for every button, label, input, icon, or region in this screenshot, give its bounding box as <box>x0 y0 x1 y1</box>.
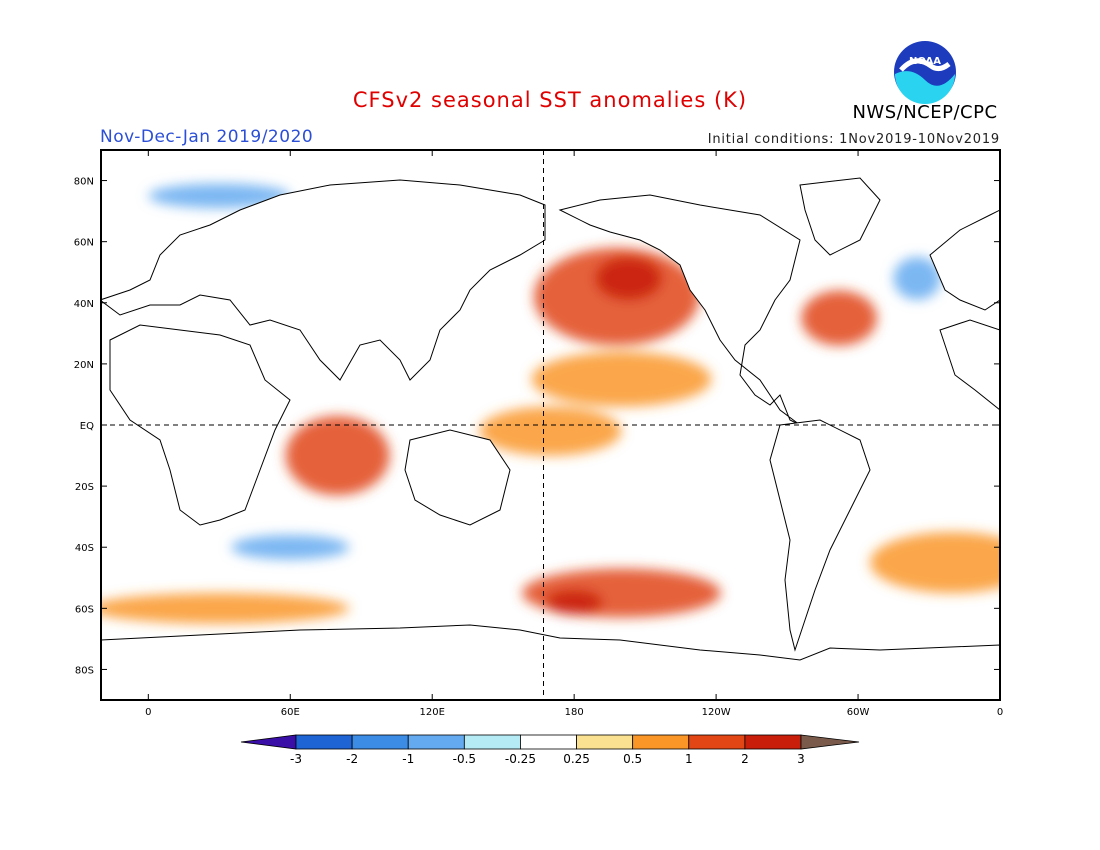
anomaly-southern-indian-cool <box>231 535 350 560</box>
noaa-logo-icon: NOAA <box>894 41 956 104</box>
colorbar-label: -2 <box>346 752 358 766</box>
colorbar-segment <box>463 734 521 750</box>
continents <box>101 177 1000 700</box>
colorbar-label: 0.5 <box>623 752 642 766</box>
lat-tick-label: 60N <box>74 238 94 249</box>
anomaly-southwest-pacific-warm <box>522 568 721 618</box>
colorbar-label: 2 <box>741 752 749 766</box>
lat-tick-label: 60S <box>75 604 94 615</box>
greenland-outline <box>799 177 881 256</box>
colorbar-segment <box>295 734 353 750</box>
colorbar-segment <box>576 734 634 750</box>
colorbar-label: -3 <box>290 752 302 766</box>
colorbar-segment <box>688 734 746 750</box>
agency-label: NWS/NCEP/CPC <box>852 102 998 123</box>
forecast-period: Nov-Dec-Jan 2019/2020 <box>100 127 314 147</box>
colorbar-arrow-low <box>240 734 297 750</box>
anomaly-north-pacific-core <box>595 256 662 300</box>
eurasia-outline <box>101 179 546 381</box>
latitude-axis: 80N 60N 40N 20N EQ 20S 40S 60S 80S <box>74 177 1000 676</box>
anomaly-southern-ocean-band <box>101 593 350 624</box>
lon-tick-label: 60W <box>847 707 870 718</box>
logo-text: NOAA <box>909 56 941 67</box>
colorbar-label: 1 <box>685 752 693 766</box>
anomaly-north-atlantic-cool <box>893 256 941 300</box>
anomaly-south-atlantic-warm <box>869 531 1000 594</box>
lon-tick-label: 120E <box>420 707 445 718</box>
lon-tick-label: 120W <box>702 707 731 718</box>
anomaly-gulf-stream-warm <box>801 290 877 346</box>
colorbar-label: -0.25 <box>505 752 536 766</box>
lat-tick-label: 80S <box>75 665 94 676</box>
eurasia-east-outline <box>929 209 1000 311</box>
colorbar-segment <box>407 734 465 750</box>
anomaly-south-pacific-core <box>545 590 603 615</box>
anomaly-tropical-pacific-warm <box>479 406 622 456</box>
lon-tick-label: 180 <box>565 707 584 718</box>
south-america-outline <box>769 419 871 652</box>
lat-tick-label: 80N <box>74 177 94 188</box>
colorbar-label: -1 <box>402 752 414 766</box>
anomaly-field <box>101 183 1000 624</box>
colorbar-segment <box>632 734 690 750</box>
antarctica-outline <box>101 624 1000 700</box>
initial-conditions: Initial conditions: 1Nov2019-10Nov2019 <box>707 132 1000 147</box>
africa-east-outline <box>939 319 1000 411</box>
colorbar-arrow-high <box>800 734 860 750</box>
colorbar-label: -0.5 <box>453 752 476 766</box>
colorbar-segment <box>520 734 577 750</box>
colorbar-segment <box>351 734 409 750</box>
longitude-axis: 0 60E 120E 180 120W 60W 0 <box>145 150 1003 718</box>
lat-tick-label: EQ <box>80 421 94 432</box>
colorbar: -3 -2 -1 -0.5 -0.25 0.25 0.5 1 2 3 <box>240 734 860 766</box>
colorbar-label: 0.25 <box>563 752 590 766</box>
lon-tick-label: 60E <box>281 707 300 718</box>
colorbar-segment <box>744 734 802 750</box>
anomaly-central-pacific-warm <box>531 351 712 407</box>
lat-tick-label: 20S <box>75 482 94 493</box>
lat-tick-label: 20N <box>74 360 94 371</box>
lon-tick-label: 0 <box>145 707 151 718</box>
lat-tick-label: 40S <box>75 543 94 554</box>
anomaly-arctic-cool <box>148 183 291 209</box>
colorbar-label: 3 <box>797 752 805 766</box>
chart-title: CFSv2 seasonal SST anomalies (K) <box>352 88 748 112</box>
lat-tick-label: 40N <box>74 299 94 310</box>
lon-tick-label: 0 <box>997 707 1003 718</box>
north-america-outline <box>558 194 801 426</box>
anomaly-indian-ocean-warm <box>285 415 390 496</box>
australia-outline <box>404 429 511 526</box>
